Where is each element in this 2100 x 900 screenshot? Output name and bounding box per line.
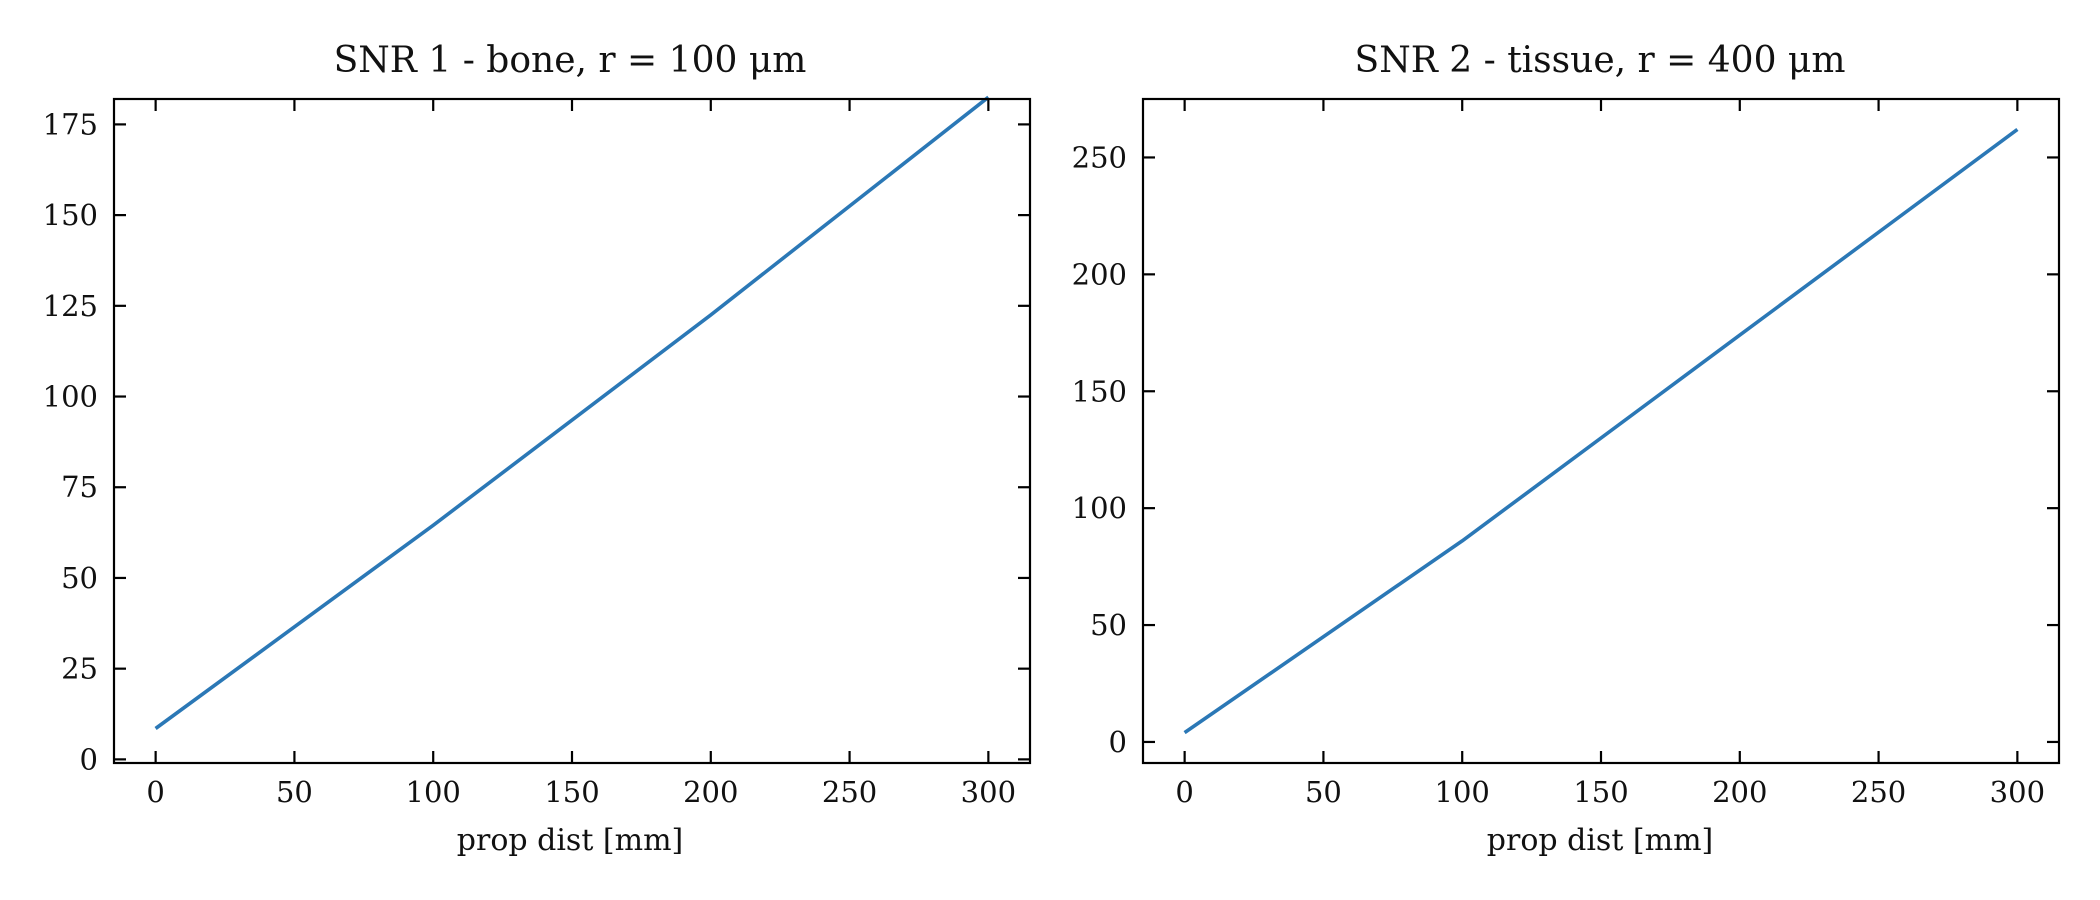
- chart-snr2-tissue: SNR 2 - tissue, r = 400 μm prop dist [mm…: [1072, 40, 2061, 858]
- x-tick-label: 300: [961, 775, 1016, 809]
- x-tick-label: 100: [1435, 775, 1490, 809]
- x-tick-label: 200: [683, 775, 738, 809]
- series-line-0: [154, 95, 990, 730]
- x-tick-label: 250: [822, 775, 877, 809]
- y-tick-label: 200: [1072, 257, 1127, 291]
- plot-frame: [112, 97, 1032, 765]
- x-tick-label: 50: [276, 775, 313, 809]
- x-tick-label: 50: [1305, 775, 1342, 809]
- chart-title: SNR 1 - bone, r = 100 μm: [334, 40, 807, 81]
- y-tick-label: 250: [1072, 140, 1127, 174]
- x-tick-label: 150: [544, 775, 599, 809]
- y-tick-label: 25: [61, 652, 98, 686]
- y-tick-label: 125: [43, 289, 98, 323]
- x-axis-label: prop dist [mm]: [457, 823, 683, 858]
- y-tick-label: 75: [61, 470, 98, 504]
- y-tick-label: 150: [43, 198, 98, 232]
- x-tick-label: 300: [1990, 775, 2045, 809]
- x-tick-label: 250: [1851, 775, 1906, 809]
- y-tick-label: 0: [80, 742, 98, 776]
- x-tick-label: 150: [1573, 775, 1628, 809]
- y-tick-label: 100: [43, 380, 98, 414]
- series-line-0: [1183, 127, 2019, 735]
- x-tick-label: 0: [1175, 775, 1193, 809]
- y-tick-label: 175: [43, 107, 98, 141]
- y-tick-label: 0: [1109, 725, 1127, 759]
- x-axis-label: prop dist [mm]: [1487, 823, 1713, 858]
- chart-title: SNR 2 - tissue, r = 400 μm: [1355, 40, 1846, 81]
- chart-snr1-bone: SNR 1 - bone, r = 100 μm prop dist [mm] …: [43, 40, 1032, 858]
- y-tick-label: 50: [1090, 608, 1127, 642]
- x-tick-label: 100: [406, 775, 461, 809]
- y-tick-label: 100: [1072, 491, 1127, 525]
- x-tick-label: 200: [1712, 775, 1767, 809]
- x-tick-label: 0: [146, 775, 164, 809]
- y-tick-label: 50: [61, 561, 98, 595]
- y-tick-label: 150: [1072, 374, 1127, 408]
